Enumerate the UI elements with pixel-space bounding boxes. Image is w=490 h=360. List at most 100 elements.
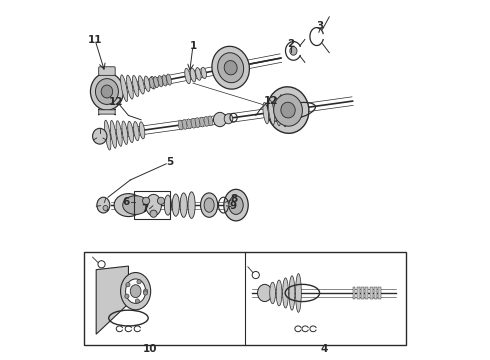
Polygon shape [96,266,128,334]
Text: 12: 12 [109,97,123,107]
Circle shape [157,197,165,204]
Ellipse shape [188,192,195,219]
Ellipse shape [280,95,286,127]
Circle shape [125,294,129,298]
Ellipse shape [154,76,158,88]
Ellipse shape [128,121,133,143]
Bar [134,192,170,219]
Ellipse shape [200,193,218,217]
Bar [353,287,355,300]
Ellipse shape [164,195,171,215]
Ellipse shape [122,196,148,215]
Ellipse shape [214,112,226,127]
Bar [366,287,368,300]
Text: 3: 3 [317,21,324,31]
Ellipse shape [144,76,150,91]
Text: 8: 8 [230,194,237,204]
Ellipse shape [218,53,244,83]
Bar [361,287,364,300]
Circle shape [150,210,157,217]
Ellipse shape [263,103,269,124]
Ellipse shape [139,122,145,139]
Ellipse shape [200,117,204,127]
Ellipse shape [103,206,108,211]
Ellipse shape [97,197,110,213]
Ellipse shape [191,118,196,128]
Ellipse shape [149,77,154,89]
Ellipse shape [110,121,117,148]
Ellipse shape [178,120,183,130]
Ellipse shape [125,279,146,303]
Ellipse shape [274,97,280,126]
Ellipse shape [185,68,191,84]
Text: 1: 1 [189,41,196,50]
Ellipse shape [224,189,248,221]
Ellipse shape [187,119,191,129]
Ellipse shape [276,280,282,306]
Circle shape [144,291,147,295]
Text: 10: 10 [143,343,157,354]
Ellipse shape [190,68,196,82]
Ellipse shape [281,102,295,118]
Text: 7: 7 [142,204,149,214]
Text: 11: 11 [88,35,102,45]
Ellipse shape [132,76,139,96]
Ellipse shape [270,282,275,304]
Ellipse shape [121,273,151,310]
Text: 5: 5 [166,157,173,167]
Ellipse shape [196,68,201,80]
Ellipse shape [133,122,139,141]
Text: 6: 6 [122,197,129,207]
Ellipse shape [114,194,143,217]
Ellipse shape [138,76,145,94]
Ellipse shape [167,74,172,85]
Ellipse shape [172,194,179,216]
Ellipse shape [158,76,163,87]
Ellipse shape [130,285,141,298]
Ellipse shape [180,193,187,217]
Circle shape [135,299,140,303]
Circle shape [126,283,130,287]
Ellipse shape [273,94,302,126]
Bar [374,287,377,300]
Ellipse shape [93,128,107,144]
Ellipse shape [204,116,209,126]
Ellipse shape [204,198,214,212]
Ellipse shape [104,120,111,150]
Ellipse shape [289,276,295,310]
Ellipse shape [258,284,272,302]
Ellipse shape [126,75,133,99]
Text: 12: 12 [264,96,278,106]
Ellipse shape [224,60,237,75]
Ellipse shape [267,87,309,133]
Ellipse shape [96,78,119,104]
Ellipse shape [91,73,123,110]
Circle shape [143,197,149,204]
Ellipse shape [162,75,167,86]
Ellipse shape [196,118,200,127]
Ellipse shape [146,194,161,216]
FancyBboxPatch shape [98,109,115,115]
Bar [370,287,373,300]
Ellipse shape [208,116,213,126]
Bar [378,287,381,300]
Ellipse shape [182,120,187,129]
Bar [84,252,406,345]
Ellipse shape [101,85,113,98]
Ellipse shape [121,75,128,102]
Ellipse shape [150,76,156,89]
Circle shape [144,289,148,293]
Ellipse shape [290,46,297,55]
Ellipse shape [212,46,249,89]
Ellipse shape [229,196,243,215]
Bar [357,287,360,300]
Text: 9: 9 [230,201,237,211]
Ellipse shape [224,114,233,124]
Circle shape [137,280,141,284]
FancyBboxPatch shape [98,67,115,75]
Ellipse shape [122,121,128,144]
Text: 2: 2 [287,40,294,49]
Ellipse shape [283,278,289,308]
Ellipse shape [269,100,274,125]
Ellipse shape [295,274,301,312]
